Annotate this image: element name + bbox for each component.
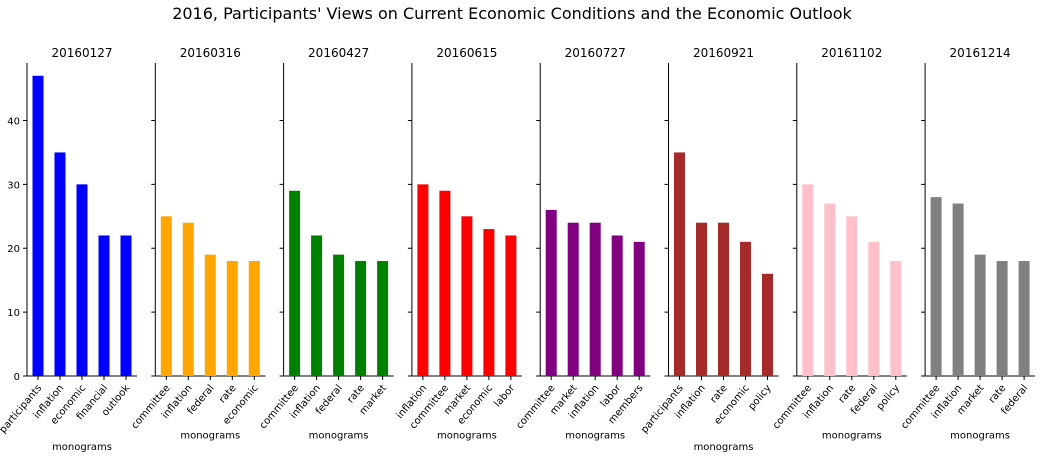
panel-5: 20160727committeemarketinflationlabormem… bbox=[514, 46, 651, 442]
bar bbox=[996, 261, 1008, 376]
bar bbox=[98, 235, 110, 376]
x-axis-label: monograms bbox=[180, 431, 240, 442]
panels-group: 20160127010203040participantsinflationec… bbox=[0, 46, 1036, 453]
panel-1: 20160127010203040participantsinflationec… bbox=[0, 46, 137, 453]
x-axis-label: monograms bbox=[437, 431, 497, 442]
bar bbox=[204, 254, 216, 376]
bar bbox=[311, 235, 323, 376]
bar bbox=[226, 261, 238, 376]
bar bbox=[120, 235, 132, 376]
bar bbox=[248, 261, 260, 376]
panel-title: 20160127 bbox=[51, 46, 112, 60]
bar bbox=[54, 152, 66, 376]
panel-title: 20160921 bbox=[693, 46, 754, 60]
bar bbox=[762, 273, 773, 376]
bar bbox=[589, 222, 601, 376]
bar bbox=[377, 261, 389, 376]
x-axis-label: monograms bbox=[565, 431, 625, 442]
bar bbox=[182, 222, 194, 376]
bar bbox=[740, 241, 751, 376]
x-tick-label: policy bbox=[875, 383, 902, 413]
bar bbox=[846, 216, 858, 376]
bar bbox=[32, 75, 44, 376]
bar bbox=[674, 152, 685, 376]
x-axis-label: monograms bbox=[309, 431, 369, 442]
y-tick-label: 40 bbox=[7, 116, 20, 127]
x-axis-label: monograms bbox=[694, 442, 754, 453]
panel-title: 20160427 bbox=[308, 46, 369, 60]
bar bbox=[633, 241, 645, 376]
panel-title: 20161102 bbox=[821, 46, 882, 60]
bar bbox=[890, 261, 902, 376]
bar bbox=[333, 254, 345, 376]
y-tick-label: 30 bbox=[7, 180, 20, 191]
x-tick-label: labor bbox=[492, 382, 517, 409]
bar bbox=[824, 203, 836, 376]
bar bbox=[439, 190, 451, 376]
chart-suptitle: 2016, Participants' Views on Current Eco… bbox=[172, 4, 852, 23]
y-tick-label: 10 bbox=[7, 308, 20, 319]
bar bbox=[952, 203, 964, 376]
panel-title: 20160727 bbox=[565, 46, 626, 60]
bar bbox=[355, 261, 367, 376]
bar bbox=[160, 216, 172, 376]
bar bbox=[567, 222, 579, 376]
x-axis-label: monograms bbox=[950, 431, 1010, 442]
bar bbox=[611, 235, 623, 376]
y-tick-label: 0 bbox=[14, 372, 20, 383]
panel-title: 20161214 bbox=[950, 46, 1011, 60]
bar bbox=[868, 241, 880, 376]
bar bbox=[76, 184, 88, 376]
bar bbox=[289, 190, 301, 376]
panel-4: 20160615inflationcommitteemarketeconomic… bbox=[395, 46, 522, 442]
bar bbox=[974, 254, 986, 376]
x-tick-label: policy bbox=[746, 383, 773, 413]
panel-title: 20160316 bbox=[180, 46, 241, 60]
bar bbox=[483, 229, 495, 376]
bar bbox=[802, 184, 814, 376]
panel-title: 20160615 bbox=[436, 46, 497, 60]
bar bbox=[461, 216, 473, 376]
x-axis-label: monograms bbox=[52, 442, 112, 453]
bar bbox=[1018, 261, 1030, 376]
bar bbox=[930, 197, 942, 376]
bar bbox=[417, 184, 429, 376]
bar bbox=[505, 235, 517, 376]
y-tick-label: 20 bbox=[7, 244, 20, 255]
x-axis-label: monograms bbox=[822, 431, 882, 442]
bar bbox=[696, 222, 707, 376]
bar bbox=[718, 222, 729, 376]
bar bbox=[545, 209, 557, 376]
